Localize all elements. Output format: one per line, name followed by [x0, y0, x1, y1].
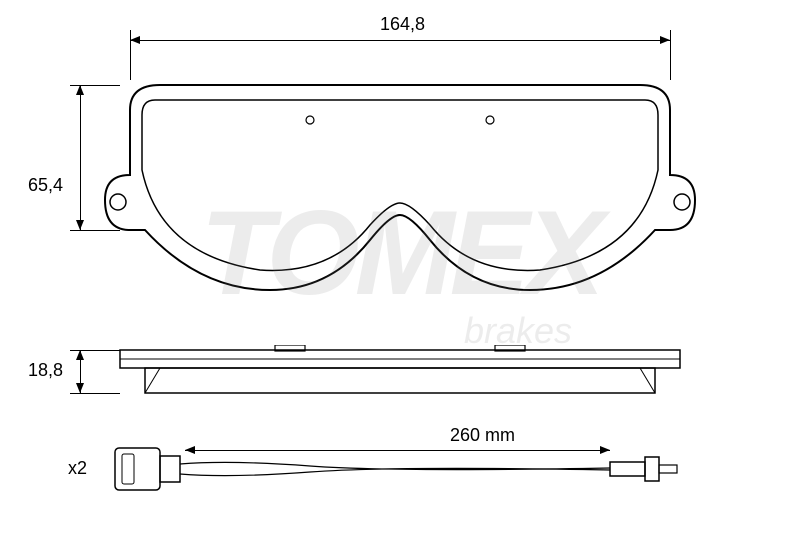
ext-line	[70, 393, 120, 394]
dim-wire-label: 260 mm	[450, 425, 515, 446]
dim-arrow-thickness	[80, 350, 81, 393]
dim-height-label: 65,4	[28, 175, 63, 196]
dim-width-label: 164,8	[380, 14, 425, 35]
brake-pad-front-view	[100, 75, 700, 300]
diagram-container: TOMEX brakes 164,8 65,4 18,8	[0, 0, 800, 534]
dim-arrow-wire	[185, 450, 610, 451]
ext-line	[670, 30, 671, 80]
brake-pad-side-view	[115, 345, 685, 400]
dim-thickness-label: 18,8	[28, 360, 63, 381]
dim-arrow-width	[130, 40, 670, 41]
dim-arrow-height	[80, 85, 81, 230]
connector-count-label: x2	[68, 458, 87, 479]
ext-line	[70, 230, 120, 231]
